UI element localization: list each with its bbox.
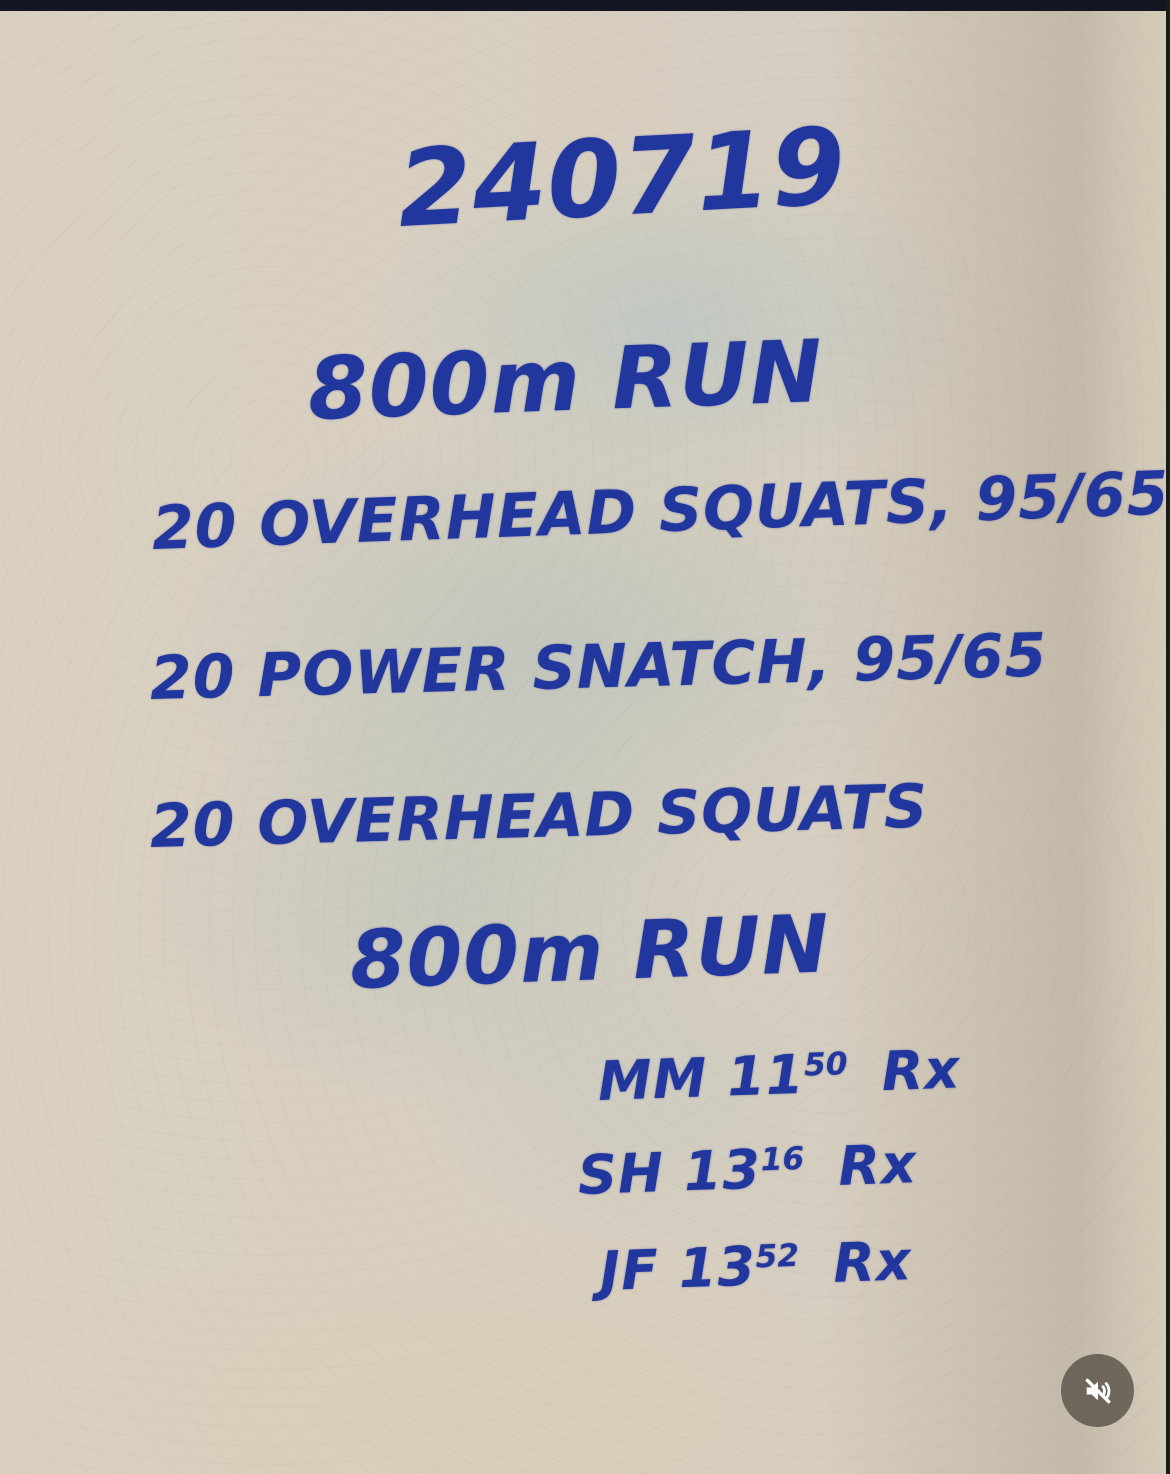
result-minutes: 13 [677,1234,757,1301]
result-seconds: 50 [803,1046,849,1084]
result-row: MM 1150 Rx [597,1037,961,1113]
result-row: SH 1316 Rx [577,1132,918,1207]
muted-speaker-icon [1081,1374,1115,1408]
rx-label: Rx [837,1132,918,1198]
result-row: JF 1352 Rx [599,1229,913,1303]
mute-button[interactable] [1061,1354,1134,1427]
result-seconds: 16 [760,1140,805,1179]
letterbox-top-bar [0,0,1170,11]
workout-run-line-1: 800m RUN [306,322,825,440]
athlete-initials: SH [576,1141,666,1207]
workout-run-line-2: 800m RUN [348,897,832,1007]
result-minutes: 13 [682,1137,763,1204]
result-minutes: 11 [726,1042,806,1109]
athlete-initials: MM [596,1046,709,1113]
athlete-initials: JF [598,1237,661,1303]
result-seconds: 52 [754,1237,800,1276]
frame-right-edge [1166,0,1170,1474]
workout-date: 240719 [394,104,850,251]
rx-label: Rx [832,1229,913,1295]
rx-label: Rx [880,1037,962,1104]
